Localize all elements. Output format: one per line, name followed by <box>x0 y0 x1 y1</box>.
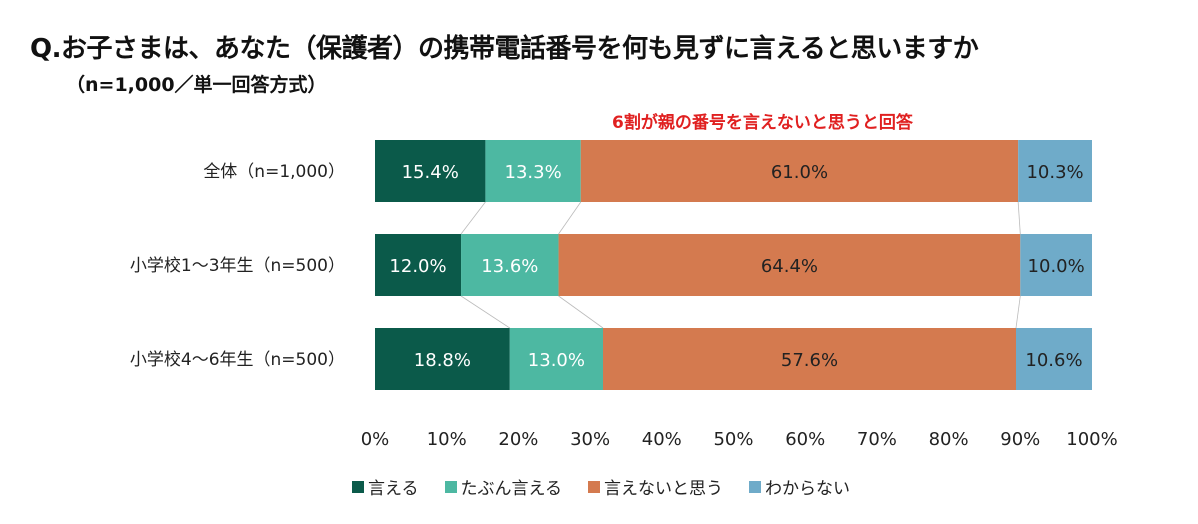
x-tick-label: 40% <box>642 429 682 450</box>
legend-swatch <box>352 480 364 493</box>
x-tick-label: 60% <box>785 429 825 450</box>
bar-segment <box>580 140 1019 202</box>
legend-item: 言えないと思う <box>588 474 723 499</box>
chart-annotation: 6割が親の番号を言えないと思うと回答 <box>612 113 913 133</box>
legend-label: 言えないと思う <box>604 479 723 499</box>
data-label: 64.4% <box>761 256 818 277</box>
data-label: 57.6% <box>781 350 838 371</box>
data-label: 15.4% <box>402 162 459 183</box>
series-connector-line <box>460 201 486 235</box>
data-label: 12.0% <box>389 256 446 277</box>
bar-segment <box>375 140 486 202</box>
bar-segment <box>1020 234 1092 296</box>
x-tick-label: 70% <box>857 429 897 450</box>
series-connector-line <box>558 201 582 235</box>
x-tick-label: 20% <box>498 429 538 450</box>
bar-segment <box>375 328 510 390</box>
series-connector-line <box>1017 201 1021 235</box>
x-tick-label: 30% <box>570 429 610 450</box>
bar-segment <box>461 234 559 296</box>
data-label: 18.8% <box>414 350 471 371</box>
bar-segment <box>509 328 604 390</box>
x-tick-label: 90% <box>1000 429 1040 450</box>
category-label: 小学校4～6年生（n=500） <box>130 350 345 370</box>
series-connector-line <box>558 295 604 329</box>
data-label: 61.0% <box>771 162 828 183</box>
bar-segment <box>603 328 1016 390</box>
legend-label: たぶん言える <box>460 479 563 499</box>
data-label: 10.6% <box>1025 350 1082 371</box>
legend-item: 言える <box>352 474 419 499</box>
chart-title: Q.お子さまは、あなた（保護者）の携帯電話番号を何も見ずに言えると思いますか <box>30 34 979 64</box>
legend-item: わからない <box>749 474 850 499</box>
x-tick-label: 50% <box>713 429 753 450</box>
data-label: 13.3% <box>505 162 562 183</box>
x-tick-label: 0% <box>361 429 390 450</box>
data-label: 13.0% <box>528 350 585 371</box>
category-label: 小学校1～3年生（n=500） <box>130 256 345 276</box>
x-tick-label: 100% <box>1066 429 1117 450</box>
x-tick-label: 10% <box>427 429 467 450</box>
legend: 言える たぶん言える 言えないと思う わからない <box>352 474 850 499</box>
data-label: 13.6% <box>481 256 538 277</box>
legend-label: 言える <box>368 479 419 499</box>
legend-swatch <box>588 480 600 493</box>
bar-segment <box>558 234 1021 296</box>
bar-segment <box>375 234 462 296</box>
x-tick-label: 80% <box>929 429 969 450</box>
series-connector-line <box>1015 295 1021 329</box>
bar-segment <box>1018 140 1092 202</box>
legend-swatch <box>444 480 457 493</box>
data-label: 10.3% <box>1026 162 1083 183</box>
data-label: 10.0% <box>1028 256 1085 277</box>
legend-swatch <box>749 480 761 493</box>
category-label: 全体（n=1,000） <box>203 162 345 182</box>
series-connector-line <box>460 295 511 329</box>
bar-segment <box>485 140 581 202</box>
bar-segment <box>1015 328 1092 390</box>
legend-label: わからない <box>765 479 850 499</box>
legend-item: たぶん言える <box>444 474 563 499</box>
chart-subtitle: （n=1,000／単一回答方式） <box>66 74 327 96</box>
